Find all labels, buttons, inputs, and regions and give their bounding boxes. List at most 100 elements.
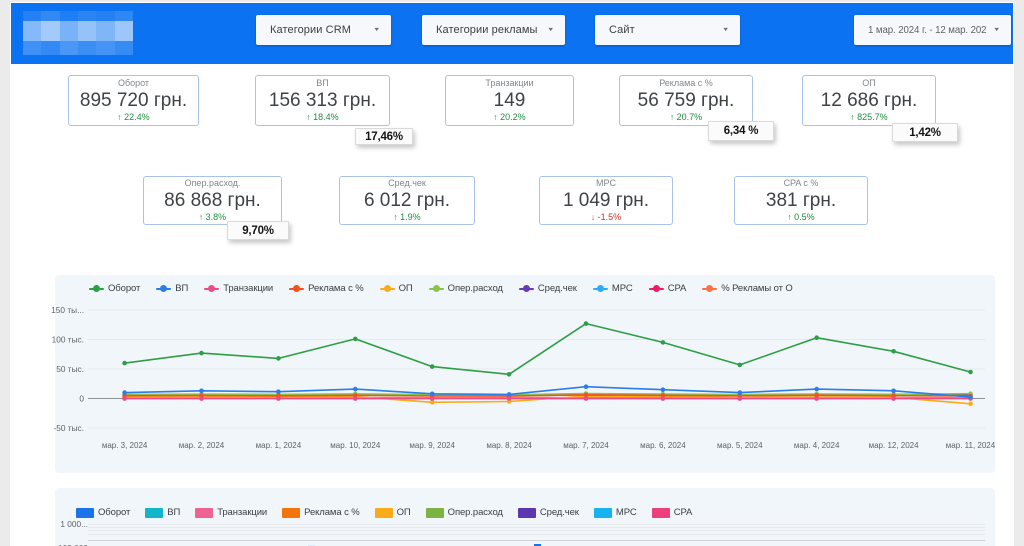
legend-item[interactable]: ВП (145, 507, 180, 518)
legend-swatch (76, 507, 94, 518)
legend-marker-dot (383, 285, 391, 292)
series-point (891, 349, 896, 354)
scorecard-title: Оборот (117, 78, 150, 88)
scorecard-change: ↑ 20.7% (670, 112, 702, 123)
series-point (583, 392, 589, 398)
blurred-logo (23, 11, 133, 55)
x-tick-label: мар. 7, 2024 (563, 441, 609, 450)
line-chart-panel: Оборот ВП Транзакции Реклама с % ОП Опер.расх… (51, 275, 996, 473)
legend-item[interactable]: Транзакции (195, 507, 267, 518)
legend-label: CPA (667, 283, 687, 294)
legend-label: Транзакции (217, 507, 268, 518)
legend-marker-dot (208, 285, 216, 292)
x-tick-label: мар. 11, 2024 (946, 441, 996, 450)
legend-label: Оборот (98, 507, 131, 518)
x-tick-label: мар. 2, 2024 (179, 441, 225, 450)
annotation-badge: 17,46% (355, 128, 413, 145)
logo-pixel (114, 21, 133, 41)
filter-label: Категории CRM (270, 24, 352, 36)
arrow-up-icon: ↑ (669, 112, 675, 122)
legend-marker-dot (160, 285, 168, 292)
y-tick-label: 100 тыс. (52, 335, 84, 345)
legend-item[interactable]: MPC (592, 283, 633, 294)
arrow-up-icon: ↑ (850, 112, 855, 122)
legend-item[interactable]: CPA (651, 507, 693, 518)
series-point (429, 364, 435, 369)
legend-item[interactable]: Реклама с % (282, 507, 360, 518)
scorecard-title: ОП (862, 78, 876, 88)
legend-item[interactable]: Реклама с % (289, 283, 364, 294)
series-point (506, 396, 512, 401)
legend-item[interactable]: ОП (379, 283, 413, 294)
legend-swatch (374, 507, 393, 518)
legend-line-marker (156, 285, 172, 293)
filter-dropdown[interactable]: Категории рекламы ▼ (422, 15, 565, 45)
series-point (814, 396, 819, 401)
scorecard-change: ↑ 825.7% (850, 112, 887, 123)
filter-dropdown[interactable]: Сайт ▼ (595, 15, 740, 45)
legend-item[interactable]: CPA (648, 283, 687, 294)
scorecard: ОП 12 686 грн. ↑ 825.7% (802, 75, 936, 126)
scorecard-title: Транзакции (485, 78, 534, 88)
logo-pixel (23, 41, 42, 55)
scorecard-change: ↑ 20.2% (493, 112, 525, 123)
arrow-up-icon: ↑ (306, 112, 311, 122)
logo-pixel (59, 21, 78, 41)
gridline (88, 533, 985, 535)
logo-pixel (41, 41, 60, 55)
line-chart-svg: 150 ты... 100 тыс. 50 тыс. 0 -50 тыс. мар. 3,… (51, 305, 996, 450)
y-tick-label: 0 (79, 394, 84, 404)
legend-line-marker (428, 285, 444, 293)
logo-pixel (114, 11, 133, 21)
y-tick-label: 150 ты... (51, 305, 84, 315)
legend-label: CPA (673, 507, 693, 518)
series-point (429, 400, 435, 405)
series-point (122, 396, 127, 401)
legend-label: ВП (167, 507, 181, 518)
series-point (583, 396, 589, 401)
legend-item[interactable]: Сред.чек (518, 283, 577, 294)
logo-pixel (96, 41, 115, 55)
date-range-label: 1 мар. 2024 г. - 12 мар. 202 (868, 24, 987, 36)
legend-swatch (425, 507, 444, 518)
scorecard: ВП 156 313 грн. ↑ 18.4% (255, 75, 390, 126)
filter-label: Сайт (609, 24, 635, 36)
x-tick-label: мар. 9, 2024 (409, 441, 455, 450)
legend-item[interactable]: Транзакции (204, 283, 273, 294)
legend-item[interactable]: MPC (593, 507, 637, 518)
scorecard-change-value: 3.8% (205, 212, 227, 222)
legend-label: % Рекламы от О (721, 283, 793, 294)
series-point (814, 335, 819, 340)
legend-line-marker (204, 285, 220, 293)
series-point (122, 360, 127, 366)
series-point (122, 390, 127, 395)
scorecard-value: 381 грн. (765, 190, 837, 211)
scorecard-value: 1 049 грн. (562, 190, 650, 211)
legend-item[interactable]: Сред.чек (517, 507, 579, 518)
legend-item[interactable]: Оборот (89, 283, 140, 294)
logo-pixel (78, 11, 97, 21)
legend-label: Транзакции (223, 283, 274, 294)
scorecard-title: Опер.расход. (184, 178, 241, 188)
legend-item[interactable]: Оборот (76, 507, 130, 518)
scorecard-value: 149 (493, 90, 526, 111)
filter-label: Категории рекламы (436, 24, 538, 36)
legend-marker-dot (522, 285, 530, 292)
scorecard-change-value: -1.5% (597, 212, 622, 222)
series-point (199, 350, 204, 356)
scorecard-change: ↑ 1.9% (393, 212, 420, 223)
legend-item[interactable]: Опер.расход (425, 507, 503, 518)
scorecard-change-value: 0.5% (794, 212, 815, 222)
date-range-picker[interactable]: 1 мар. 2024 г. - 12 мар. 202 ▼ (854, 15, 1011, 45)
legend-item[interactable]: Опер.расход (428, 283, 503, 294)
legend-item[interactable]: ОП (374, 507, 411, 518)
legend-item[interactable]: ВП (156, 283, 188, 294)
series-point (353, 386, 358, 392)
filter-dropdown[interactable]: Категории CRM ▼ (256, 15, 391, 45)
arrow-up-icon: ↑ (198, 212, 204, 222)
legend-item[interactable]: % Рекламы от О (702, 283, 793, 294)
chevron-down-icon: ▼ (993, 27, 1001, 33)
legend-marker-dot (93, 285, 100, 292)
gridline (88, 527, 985, 528)
gridline (88, 540, 985, 541)
